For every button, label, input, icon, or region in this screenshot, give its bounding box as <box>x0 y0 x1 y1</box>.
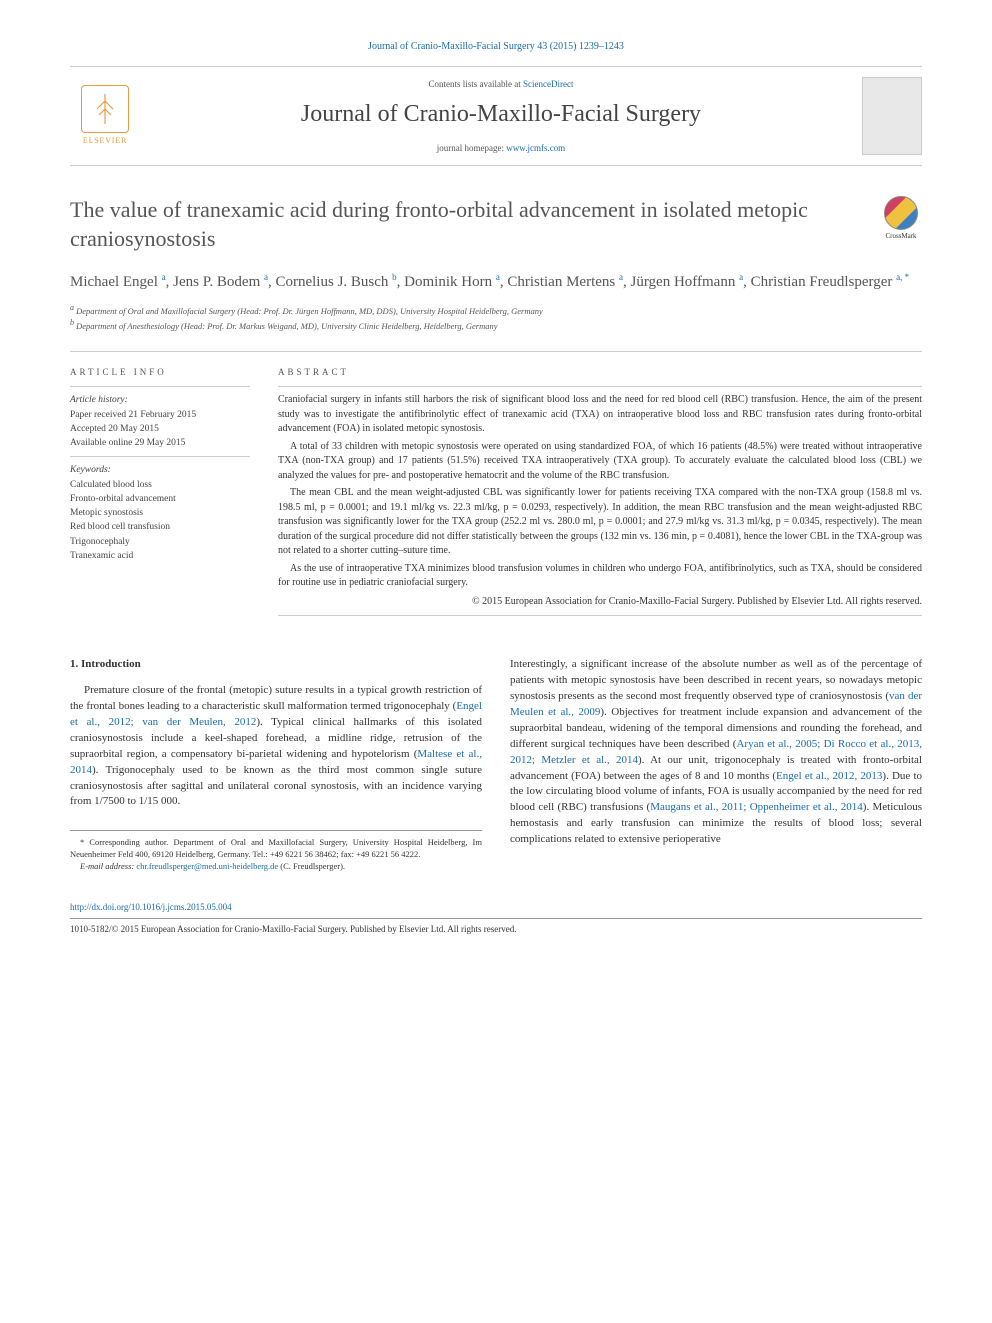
footer-rule <box>70 918 922 919</box>
keyword-2: Metopic synostosis <box>70 506 250 520</box>
journal-homepage: journal homepage: www.jcmfs.com <box>140 142 862 155</box>
journal-cover-thumbnail <box>862 77 922 155</box>
crossmark-badge[interactable]: CrossMark <box>880 196 922 242</box>
elsevier-tree-icon <box>81 85 129 133</box>
keyword-5: Tranexamic acid <box>70 549 250 563</box>
contents-available: Contents lists available at ScienceDirec… <box>140 78 862 91</box>
crossmark-label: CrossMark <box>885 232 916 240</box>
section-1-col2: Interestingly, a significant increase of… <box>510 657 922 848</box>
section-1-heading: 1. Introduction <box>70 657 482 673</box>
keyword-1: Fronto-orbital advancement <box>70 492 250 506</box>
abstract-p4: As the use of intraoperative TXA minimiz… <box>278 562 922 591</box>
body-columns: 1. Introduction Premature closure of the… <box>70 657 922 873</box>
affiliation-b: b Department of Anesthesiology (Head: Pr… <box>70 317 922 333</box>
affiliation-a: a Department of Oral and Maxillofacial S… <box>70 302 922 318</box>
article-title: The value of tranexamic acid during fron… <box>70 196 860 253</box>
divider <box>70 351 922 352</box>
crossmark-icon <box>884 196 918 230</box>
keywords: Keywords: Calculated blood loss Fronto-o… <box>70 463 250 563</box>
history-accepted: Accepted 20 May 2015 <box>70 422 250 436</box>
corr-email-name: (C. Freudlsperger). <box>280 861 345 871</box>
corr-email-line: E-mail address: chr.freudlsperger@med.un… <box>70 861 482 873</box>
keyword-0: Calculated blood loss <box>70 478 250 492</box>
abstract-body: Craniofacial surgery in infants still ha… <box>278 393 922 609</box>
sciencedirect-link[interactable]: ScienceDirect <box>523 79 573 89</box>
history-label: Article history: <box>70 393 250 407</box>
page-footer: http://dx.doi.org/10.1016/j.jcms.2015.05… <box>70 901 922 935</box>
corr-text: * Corresponding author. Department of Or… <box>70 837 482 861</box>
doi-link[interactable]: http://dx.doi.org/10.1016/j.jcms.2015.05… <box>70 902 232 912</box>
article-history: Article history: Paper received 21 Febru… <box>70 393 250 450</box>
affiliations: a Department of Oral and Maxillofacial S… <box>70 302 922 333</box>
corr-email-link[interactable]: chr.freudlsperger@med.uni-heidelberg.de <box>136 861 278 871</box>
homepage-link[interactable]: www.jcmfs.com <box>506 143 565 153</box>
authors-list: Michael Engel a, Jens P. Bodem a, Cornel… <box>70 271 922 294</box>
history-received: Paper received 21 February 2015 <box>70 408 250 422</box>
email-label: E-mail address: <box>80 861 134 871</box>
column-right: Interestingly, a significant increase of… <box>510 657 922 873</box>
keywords-label: Keywords: <box>70 463 250 477</box>
abstract-label: ABSTRACT <box>278 366 922 379</box>
masthead-center: Contents lists available at ScienceDirec… <box>140 78 862 155</box>
contents-prefix: Contents lists available at <box>429 79 523 89</box>
keyword-4: Trigonocephaly <box>70 535 250 549</box>
publisher-label: ELSEVIER <box>83 135 127 146</box>
publisher-logo[interactable]: ELSEVIER <box>70 81 140 151</box>
title-row: The value of tranexamic acid during fron… <box>70 196 922 253</box>
info-abstract-row: ARTICLE INFO Article history: Paper rece… <box>70 366 922 622</box>
abstract: ABSTRACT Craniofacial surgery in infants… <box>278 366 922 622</box>
abstract-p3: The mean CBL and the mean weight-adjuste… <box>278 486 922 559</box>
article-info-label: ARTICLE INFO <box>70 366 250 379</box>
header-citation: Journal of Cranio-Maxillo-Facial Surgery… <box>70 40 922 54</box>
history-online: Available online 29 May 2015 <box>70 436 250 450</box>
journal-name: Journal of Cranio-Maxillo-Facial Surgery <box>140 98 862 132</box>
masthead: ELSEVIER Contents lists available at Sci… <box>70 66 922 166</box>
keyword-3: Red blood cell transfusion <box>70 520 250 534</box>
corresponding-author-note: * Corresponding author. Department of Or… <box>70 830 482 873</box>
section-1-col1: Premature closure of the frontal (metopi… <box>70 683 482 811</box>
abstract-p2: A total of 33 children with metopic syno… <box>278 440 922 484</box>
issn-copyright: 1010-5182/© 2015 European Association fo… <box>70 923 922 936</box>
column-left: 1. Introduction Premature closure of the… <box>70 657 482 873</box>
homepage-prefix: journal homepage: <box>437 143 506 153</box>
abstract-p1: Craniofacial surgery in infants still ha… <box>278 393 922 437</box>
abstract-copyright: © 2015 European Association for Cranio-M… <box>278 595 922 609</box>
article-info: ARTICLE INFO Article history: Paper rece… <box>70 366 250 622</box>
